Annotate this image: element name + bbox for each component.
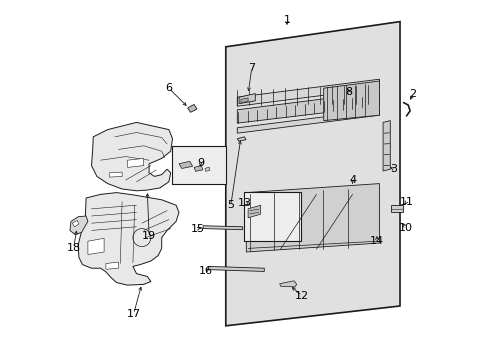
Bar (390, 205, 402, 212)
Text: 8: 8 (345, 87, 352, 97)
Polygon shape (179, 161, 192, 168)
Polygon shape (237, 110, 379, 133)
Text: 7: 7 (247, 63, 255, 73)
Polygon shape (187, 104, 197, 112)
Polygon shape (78, 193, 179, 285)
Text: 12: 12 (294, 291, 308, 301)
Polygon shape (194, 166, 203, 171)
Polygon shape (225, 22, 399, 326)
Text: 14: 14 (369, 236, 383, 246)
Text: 17: 17 (126, 309, 141, 319)
Polygon shape (127, 158, 143, 167)
Bar (172, 146, 225, 184)
Text: 4: 4 (348, 175, 355, 185)
Polygon shape (247, 205, 260, 218)
Polygon shape (241, 98, 247, 103)
Text: 1: 1 (283, 15, 290, 25)
Text: 6: 6 (165, 83, 172, 93)
Text: 19: 19 (142, 231, 156, 241)
Polygon shape (323, 81, 379, 121)
Polygon shape (382, 121, 389, 171)
Text: 16: 16 (198, 266, 212, 276)
Polygon shape (72, 220, 79, 227)
Text: 3: 3 (389, 164, 397, 174)
Polygon shape (204, 167, 209, 171)
Polygon shape (279, 281, 296, 287)
Text: 11: 11 (399, 197, 413, 207)
Text: 18: 18 (66, 243, 81, 253)
Polygon shape (237, 79, 379, 106)
Text: 15: 15 (190, 224, 204, 234)
Text: 5: 5 (227, 200, 234, 210)
Polygon shape (88, 238, 104, 255)
Polygon shape (239, 94, 255, 104)
Polygon shape (208, 266, 264, 271)
Polygon shape (203, 226, 242, 230)
Text: 9: 9 (197, 158, 203, 168)
Text: 10: 10 (398, 222, 412, 233)
Polygon shape (246, 184, 379, 252)
Text: 2: 2 (408, 89, 416, 99)
Bar (244, 192, 301, 241)
Polygon shape (237, 137, 245, 141)
Polygon shape (109, 172, 122, 177)
Text: 13: 13 (238, 198, 252, 208)
Polygon shape (70, 216, 88, 235)
Polygon shape (237, 92, 379, 123)
Polygon shape (91, 122, 172, 191)
Polygon shape (106, 262, 118, 269)
